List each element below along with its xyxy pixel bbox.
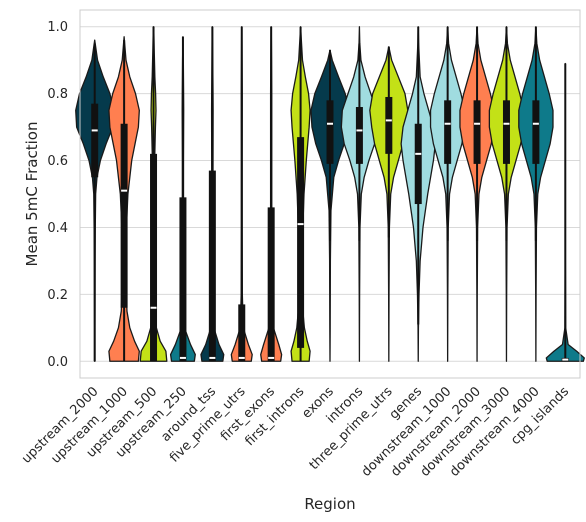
violin-cpg_islands bbox=[545, 62, 585, 362]
violin-iqr-box bbox=[444, 100, 452, 164]
violin-first_exons bbox=[260, 26, 283, 362]
x-tick-labels: upstream_2000upstream_1000upstream_500up… bbox=[19, 384, 572, 480]
violin-iqr-box bbox=[473, 100, 481, 164]
violin-downstream_3000 bbox=[488, 26, 525, 362]
violin-iqr-box bbox=[267, 207, 275, 362]
violin-iqr-box bbox=[502, 100, 510, 164]
violin-upstream_1000 bbox=[108, 36, 140, 362]
violin-iqr-box bbox=[326, 100, 334, 164]
violin-first_introns bbox=[290, 26, 311, 362]
violin-exons bbox=[310, 49, 350, 362]
x-axis-title: Region bbox=[304, 495, 355, 513]
violin-three_prime_utrs bbox=[369, 46, 409, 362]
violin-iqr-box bbox=[532, 100, 540, 164]
violin-iqr-box bbox=[238, 304, 246, 362]
violin-downstream_1000 bbox=[429, 26, 466, 362]
violin-iqr-box bbox=[120, 123, 128, 308]
violin-introns bbox=[340, 26, 379, 362]
y-tick-label: 1.0 bbox=[47, 20, 68, 35]
violin-around_tss bbox=[200, 26, 225, 362]
plot-frame bbox=[79, 9, 581, 379]
violin-iqr-box bbox=[208, 170, 216, 362]
violin-iqr-box bbox=[150, 153, 158, 362]
violin-five_prime_utrs bbox=[230, 26, 253, 362]
violin-genes bbox=[400, 26, 436, 362]
violin-upstream_250 bbox=[169, 36, 196, 362]
violin-iqr-box bbox=[297, 137, 305, 348]
y-tick-label: 0.2 bbox=[47, 288, 68, 303]
violin-iqr-box bbox=[385, 96, 393, 154]
violin-iqr-box bbox=[179, 197, 187, 362]
violins bbox=[75, 26, 585, 362]
violin-upstream_2000 bbox=[75, 39, 115, 362]
y-axis-title: Mean 5mC Fraction bbox=[23, 122, 41, 267]
y-tick-label: 0.4 bbox=[47, 221, 68, 236]
violin-iqr-box bbox=[414, 123, 422, 205]
violin-iqr-box bbox=[91, 103, 99, 178]
violin-iqr-box bbox=[355, 107, 363, 164]
violin-upstream_500 bbox=[139, 26, 168, 362]
y-tick-labels: 0.0 0.2 0.4 0.6 0.8 1.0 bbox=[47, 20, 68, 370]
violin-downstream_4000 bbox=[518, 26, 554, 362]
y-tick-label: 0.8 bbox=[47, 87, 68, 102]
y-tick-label: 0.6 bbox=[47, 154, 68, 169]
y-tick-label: 0.0 bbox=[47, 355, 68, 370]
violin-downstream_2000 bbox=[459, 26, 495, 362]
